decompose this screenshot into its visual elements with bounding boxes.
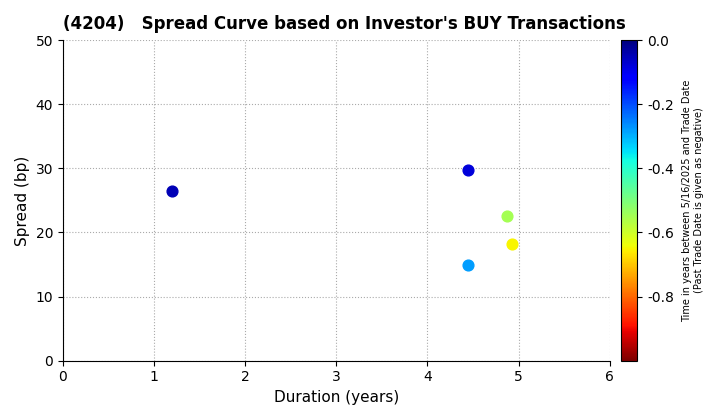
Y-axis label: Time in years between 5/16/2025 and Trade Date
(Past Trade Date is given as nega: Time in years between 5/16/2025 and Trad… (683, 79, 704, 322)
Point (463, 166, 474, 173)
Text: (4204)   Spread Curve based on Investor's BUY Transactions: (4204) Spread Curve based on Investor's … (63, 15, 626, 33)
Point (501, 213, 513, 220)
Point (506, 241, 518, 247)
Point (463, 261, 474, 268)
Y-axis label: Spread (bp): Spread (bp) (15, 155, 30, 246)
X-axis label: Duration (years): Duration (years) (274, 390, 399, 405)
Point (166, 187, 178, 194)
